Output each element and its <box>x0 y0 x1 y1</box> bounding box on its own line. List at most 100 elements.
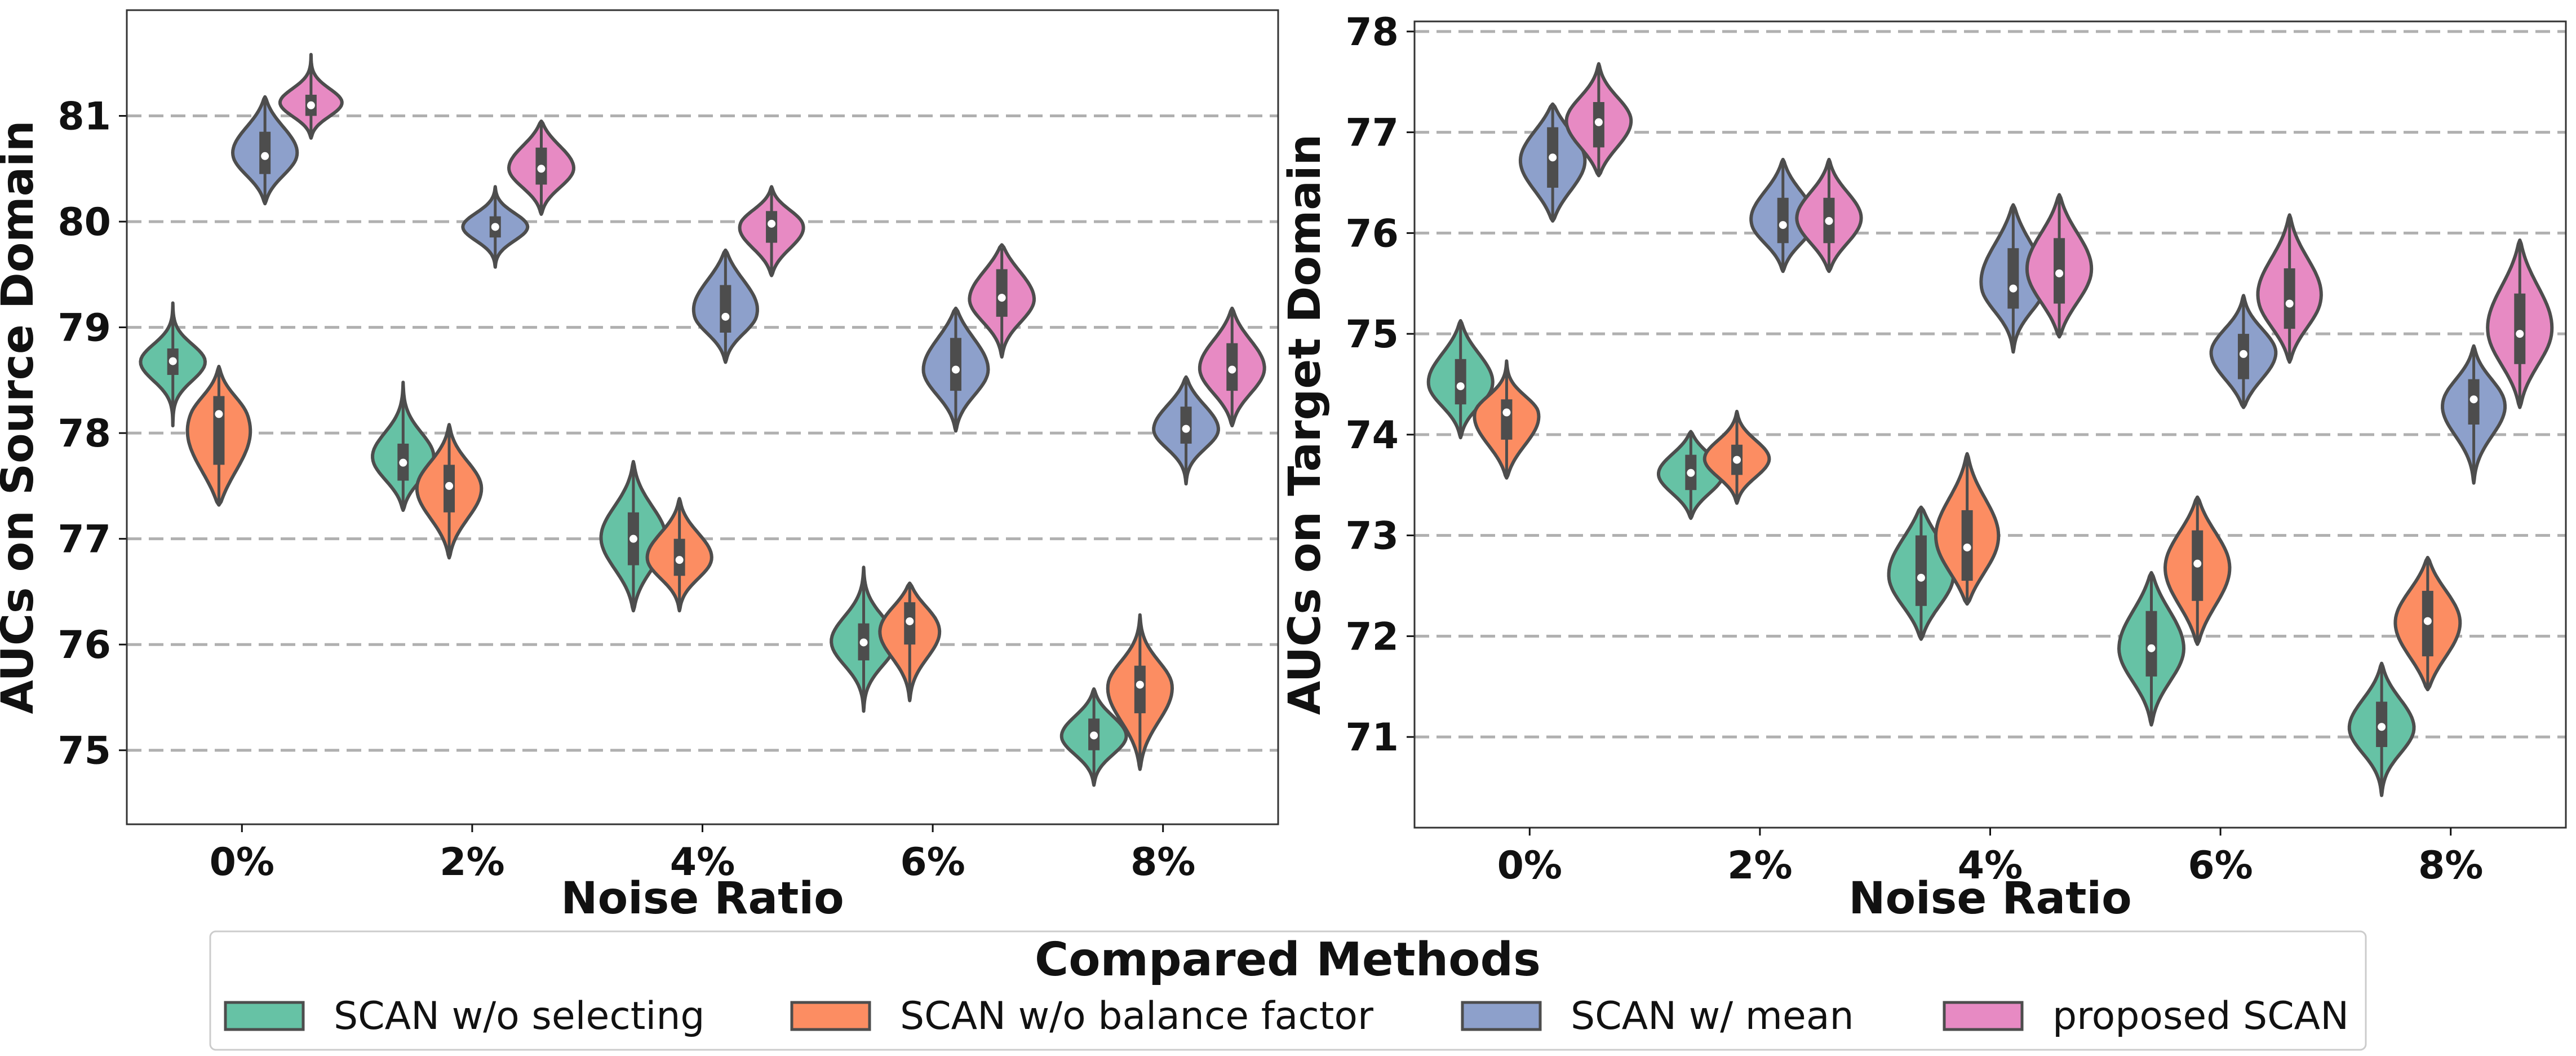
violin-median-point <box>2423 617 2432 625</box>
violin-scan-w-o-balance-factor-6 <box>878 581 942 702</box>
violin-median-point <box>2193 559 2202 568</box>
violin-proposed-scan-6 <box>2256 213 2323 364</box>
legend-item-scan-w-o-selecting: SCAN w/o selecting <box>224 994 705 1039</box>
legend-label: proposed SCAN <box>2052 994 2349 1039</box>
violin-scan-w-mean-6 <box>921 306 990 433</box>
violin-iqr-box <box>2145 611 2157 677</box>
legend-title: Compared Methods <box>1035 933 1541 987</box>
violin-proposed-scan-4 <box>738 185 805 277</box>
violin-scan-w-o-balance-factor-6 <box>2163 495 2232 646</box>
violin-scan-w-o-selecting-8 <box>1059 687 1128 787</box>
x-axis-title: Noise Ratio <box>1848 873 2131 924</box>
violin-median-point <box>2009 284 2018 293</box>
violin-iqr-box <box>2007 248 2019 309</box>
y-axis-title: AUCs on Source Domain <box>0 121 43 714</box>
violin-scan-w-o-balance-factor-8 <box>1106 613 1174 771</box>
violin-median-point <box>675 556 684 564</box>
legend-label: SCAN w/o selecting <box>334 994 705 1039</box>
legend-swatch <box>224 1001 305 1031</box>
violin-median-point <box>537 165 546 173</box>
legend-label: SCAN w/ mean <box>1571 994 1854 1039</box>
violin-median-point <box>1687 469 1695 477</box>
violin-median-point <box>1549 153 1557 162</box>
violin-scan-w-mean-4 <box>691 248 759 364</box>
violin-median-point <box>1456 382 1465 391</box>
x-tick-label-6: 6% <box>2188 843 2253 888</box>
legend-label: SCAN w/o balance factor <box>900 994 1373 1039</box>
violin-scan-w-mean-2 <box>461 185 530 269</box>
violin-iqr-box <box>1915 535 1927 606</box>
legend-item-proposed-scan: proposed SCAN <box>1943 994 2349 1039</box>
violin-proposed-scan-0 <box>1564 62 1633 178</box>
x-tick-label-2: 2% <box>1727 843 1792 888</box>
violin-median-point <box>629 534 637 543</box>
x-tick-label-4: 4% <box>670 840 735 885</box>
violin-iqr-box <box>1501 399 1513 440</box>
violin-median-point <box>721 312 730 321</box>
violin-median-point <box>2469 395 2478 404</box>
x-tick-label-2: 2% <box>440 840 504 885</box>
violin-proposed-scan-8 <box>2486 238 2554 409</box>
violin-median-point <box>2285 299 2294 308</box>
y-tick-label-75: 75 <box>1345 312 1399 357</box>
violin-median-point <box>2239 350 2247 358</box>
violin-scan-w-o-balance-factor-2 <box>415 423 484 560</box>
violin-median-point <box>1136 681 1144 689</box>
y-tick-label-78: 78 <box>1345 10 1399 55</box>
violin-iqr-box <box>1777 197 1789 244</box>
y-tick-label-72: 72 <box>1345 615 1399 659</box>
violin-median-point <box>2147 644 2156 652</box>
x-tick-label-8: 8% <box>2418 843 2483 888</box>
y-tick-label-77: 77 <box>1345 111 1399 156</box>
violin-scan-w-o-balance-factor-0 <box>1473 359 1541 480</box>
violin-iqr-box <box>1455 359 1466 405</box>
violin-median-point <box>1502 408 1511 417</box>
violin-median-point <box>859 638 868 647</box>
y-tick-label-71: 71 <box>1345 715 1399 760</box>
violin-scan-w-o-balance-factor-2 <box>1702 409 1771 505</box>
violin-median-point <box>906 617 914 625</box>
y-tick-label-77: 77 <box>57 518 111 562</box>
violin-proposed-scan-4 <box>2025 193 2094 339</box>
violin-proposed-scan-2 <box>507 119 575 216</box>
violin-iqr-box <box>950 338 961 391</box>
violin-median-point <box>1963 544 1971 552</box>
violin-median-point <box>768 219 776 228</box>
x-tick-label-0: 0% <box>1497 843 1562 888</box>
x-tick-label-4: 4% <box>1958 843 2023 888</box>
violin-median-point <box>1090 731 1098 740</box>
violin-iqr-box <box>996 269 1008 317</box>
source-domain-panel: 75 76 77 78 79 80 81 0% 2% 4% 6% 8% Noise Ratio AUCs … <box>0 9 1279 924</box>
violin-median-point <box>1917 573 1925 582</box>
violin-median-point <box>1182 425 1190 433</box>
violin-median-point <box>307 101 315 109</box>
y-tick-label-81: 81 <box>57 95 111 139</box>
violin-median-point <box>261 152 269 160</box>
violin-median-point <box>1733 456 1741 464</box>
violin-iqr-box <box>213 396 225 465</box>
violin-median-point <box>1825 216 1833 225</box>
x-tick-label-8: 8% <box>1130 840 1195 885</box>
violin-scan-w-mean-4 <box>1979 203 2047 354</box>
violin-scan-w-o-balance-factor-4 <box>1934 452 2001 606</box>
y-tick-label-73: 73 <box>1345 514 1399 559</box>
y-tick-label-76: 76 <box>1345 211 1399 256</box>
violin-median-point <box>169 357 177 365</box>
violin-proposed-scan-6 <box>968 243 1036 359</box>
violin-proposed-scan-2 <box>1795 157 1863 273</box>
violin-scan-w-mean-8 <box>2441 344 2507 485</box>
violin-iqr-box <box>720 285 731 333</box>
y-tick-label-76: 76 <box>57 623 111 668</box>
violin-median-point <box>491 223 499 231</box>
violin-median-point <box>2055 269 2064 277</box>
violin-iqr-box <box>1134 665 1146 714</box>
violin-median-point <box>951 365 960 374</box>
violin-median-point <box>399 458 407 467</box>
x-tick-label-0: 0% <box>210 840 274 885</box>
target-domain-panel: 71 72 73 74 75 76 77 78 0% 2% 4% 6% 8% Noise Ratio AUC… <box>1280 10 2567 924</box>
violin-scan-w-o-balance-factor-8 <box>2393 555 2462 692</box>
violin-median-point <box>1228 365 1236 374</box>
violin-median-point <box>445 481 454 490</box>
violin-scan-w-o-selecting-0 <box>139 301 207 428</box>
